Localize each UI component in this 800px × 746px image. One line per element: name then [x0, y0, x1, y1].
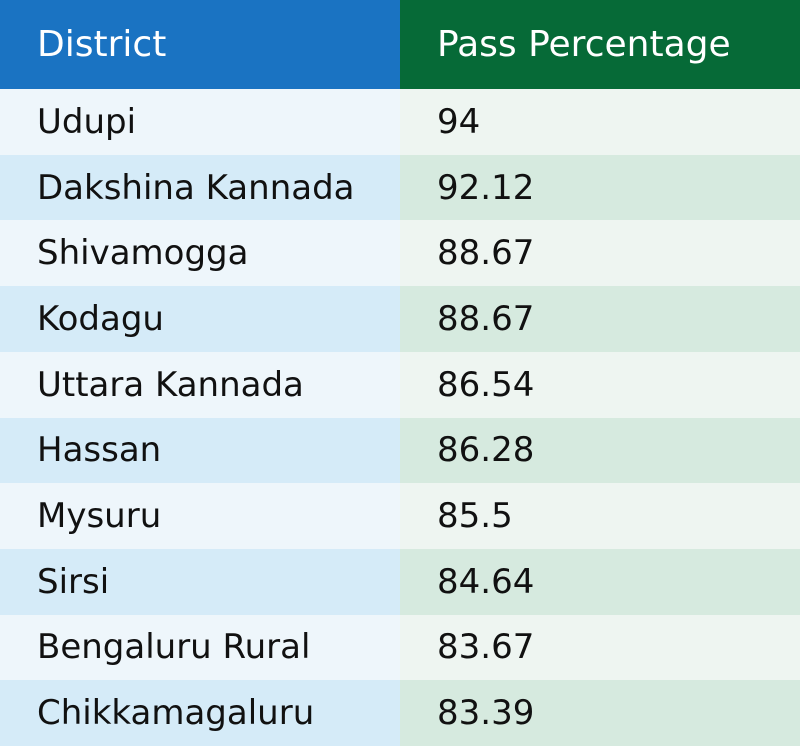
pass-percentage-cell: 83.67	[400, 614, 800, 681]
district-cell: Shivamogga	[0, 220, 400, 287]
table-row: Dakshina Kannada 92.12	[0, 154, 800, 221]
district-cell: Mysuru	[0, 483, 400, 549]
table-header: District Pass Percentage	[0, 0, 800, 89]
district-cell: Sirsi	[0, 548, 400, 615]
pass-percentage-cell: 83.39	[400, 680, 800, 746]
pass-percentage-cell: 88.67	[400, 220, 800, 287]
district-cell: Bengaluru Rural	[0, 614, 400, 681]
pass-percentage-cell: 92.12	[400, 154, 800, 221]
pass-percentage-cell: 88.67	[400, 286, 800, 352]
district-cell: Uttara Kannada	[0, 351, 400, 418]
pass-percentage-cell: 86.28	[400, 417, 800, 484]
header-district: District	[0, 0, 400, 89]
table-row: Hassan 86.28	[0, 417, 800, 484]
table-row: Sirsi 84.64	[0, 548, 800, 615]
district-cell: Udupi	[0, 89, 400, 155]
table-row: Mysuru 85.5	[0, 483, 800, 549]
district-cell: Dakshina Kannada	[0, 154, 400, 221]
table-row: Kodagu 88.67	[0, 286, 800, 352]
table-row: Shivamogga 88.67	[0, 220, 800, 287]
pass-percentage-cell: 94	[400, 89, 800, 155]
pass-percentage-cell: 86.54	[400, 351, 800, 418]
district-cell: Chikkamagaluru	[0, 680, 400, 746]
district-cell: Kodagu	[0, 286, 400, 352]
table-row: Chikkamagaluru 83.39	[0, 680, 800, 746]
table-row: Uttara Kannada 86.54	[0, 351, 800, 418]
pass-percentage-cell: 85.5	[400, 483, 800, 549]
header-pass-percentage: Pass Percentage	[400, 0, 800, 89]
table-body: Udupi 94 Dakshina Kannada 92.12 Shivamog…	[0, 89, 800, 746]
district-cell: Hassan	[0, 417, 400, 484]
pass-percentage-cell: 84.64	[400, 548, 800, 615]
table-row: Bengaluru Rural 83.67	[0, 614, 800, 681]
table-row: Udupi 94	[0, 89, 800, 155]
